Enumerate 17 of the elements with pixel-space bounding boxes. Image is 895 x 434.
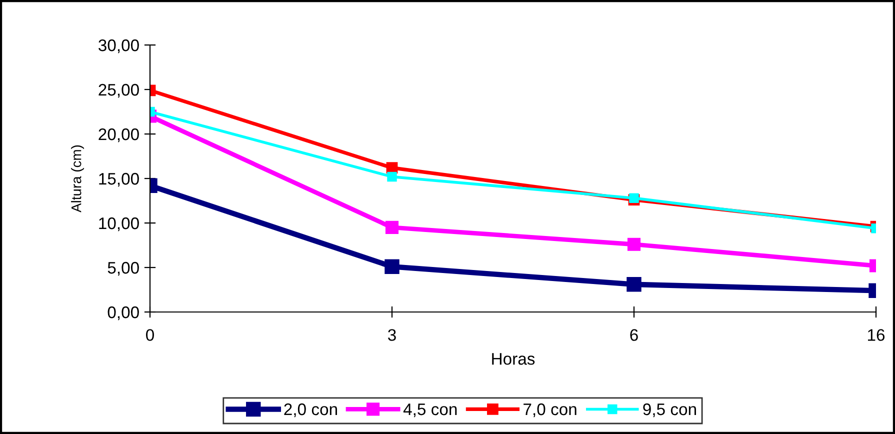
y-tick-label: 0,00 xyxy=(108,306,139,320)
legend-label: 4,5 con xyxy=(403,404,457,418)
y-tick-label: 25,00 xyxy=(98,84,139,98)
y-tick-label: 30,00 xyxy=(98,39,139,54)
x-tick-label: 3 xyxy=(388,329,396,341)
y-tick-label: 20,00 xyxy=(98,128,139,142)
y-tick-label: 5,00 xyxy=(108,262,139,276)
legend-label: 7,0 con xyxy=(524,403,576,418)
x-axis-title: Horas xyxy=(492,353,535,365)
legend-label: 9,5 con xyxy=(643,403,696,418)
y-tick-label: 10,00 xyxy=(99,217,139,232)
y-axis-title: Altura (cm) xyxy=(71,145,84,212)
x-tick-label: 6 xyxy=(630,329,638,341)
y-tick-label: 15,00 xyxy=(99,172,139,187)
x-tick-label: 0 xyxy=(146,329,154,341)
legend-label: 2,0 con xyxy=(284,403,337,418)
x-tick-label: 16 xyxy=(868,329,885,341)
